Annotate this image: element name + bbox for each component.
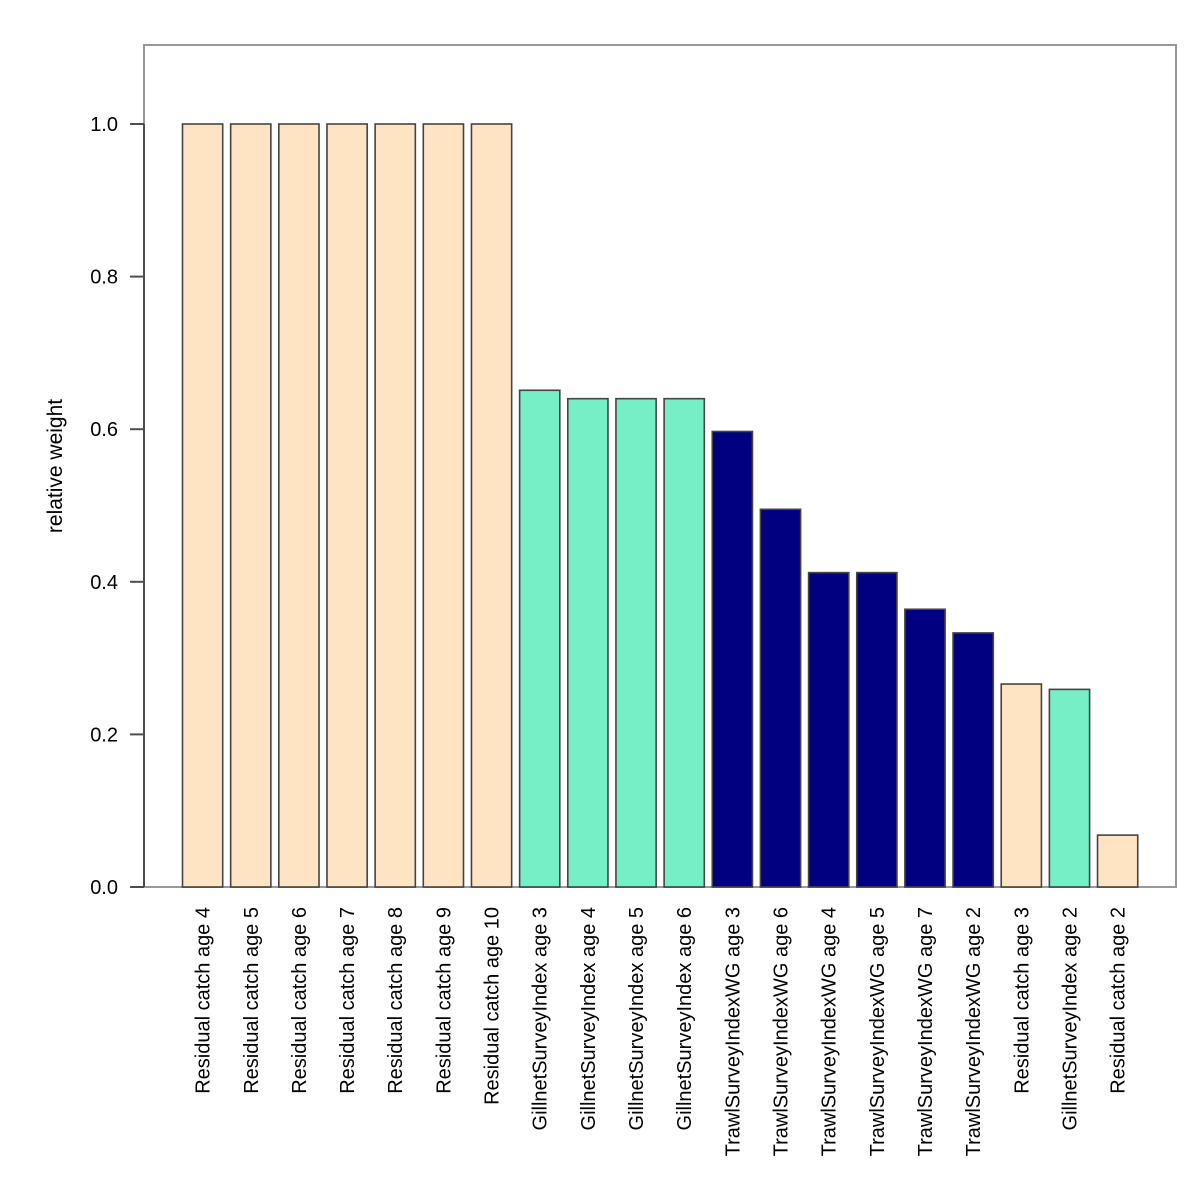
y-axis-tick-label: 1.0 xyxy=(90,114,118,136)
x-axis-label-residual-catch-age-5: Residual catch age 5 xyxy=(241,907,263,1094)
bar-trawlsurveyindexwg-age-2 xyxy=(952,632,995,888)
bar-gillnetsurveyindex-age-2 xyxy=(1048,688,1091,888)
x-axis-label-gillnetsurveyindex-age-4: GillnetSurveyIndex age 4 xyxy=(578,907,600,1130)
x-axis-label-residual-catch-age-4: Residual catch age 4 xyxy=(193,907,215,1094)
bar-trawlsurveyindexwg-age-5 xyxy=(855,571,898,888)
bar-residual-catch-age-7 xyxy=(326,123,368,888)
x-axis-label-gillnetsurveyindex-age-5: GillnetSurveyIndex age 5 xyxy=(626,907,648,1130)
x-axis-label-residual-catch-age-10: Residual catch age 10 xyxy=(482,907,504,1105)
bar-gillnetsurveyindex-age-6 xyxy=(663,397,706,888)
y-axis-tick-label: 0.4 xyxy=(90,572,118,594)
bar-gillnetsurveyindex-age-4 xyxy=(566,397,609,888)
x-axis-label-trawlsurveyindexwg-age-6: TrawlSurveyIndexWG age 6 xyxy=(771,907,793,1156)
x-axis-label-trawlsurveyindexwg-age-7: TrawlSurveyIndexWG age 7 xyxy=(915,907,937,1156)
x-axis-label-trawlsurveyindexwg-age-2: TrawlSurveyIndexWG age 2 xyxy=(963,907,985,1156)
bar-residual-catch-age-2 xyxy=(1096,834,1139,888)
bar-residual-catch-age-5 xyxy=(229,123,272,888)
y-axis-tick-label: 0.6 xyxy=(90,419,118,441)
x-axis-label-residual-catch-age-9: Residual catch age 9 xyxy=(433,907,455,1094)
x-axis-label-residual-catch-age-3: Residual catch age 3 xyxy=(1011,907,1033,1094)
bar-trawlsurveyindexwg-age-3 xyxy=(711,430,754,888)
x-axis-label-residual-catch-age-2: Residual catch age 2 xyxy=(1108,907,1130,1094)
bar-trawlsurveyindexwg-age-7 xyxy=(904,608,946,888)
bar-trawlsurveyindexwg-age-6 xyxy=(759,508,802,888)
x-axis-label-residual-catch-age-6: Residual catch age 6 xyxy=(289,907,311,1094)
bar-residual-catch-age-9 xyxy=(422,123,465,888)
y-axis-tick-label: 0.0 xyxy=(90,877,118,899)
x-axis-label-gillnetsurveyindex-age-2: GillnetSurveyIndex age 2 xyxy=(1059,907,1081,1130)
bar-trawlsurveyindexwg-age-4 xyxy=(807,571,850,888)
x-axis-label-gillnetsurveyindex-age-3: GillnetSurveyIndex age 3 xyxy=(530,907,552,1130)
y-axis-title: relative weight xyxy=(44,399,67,533)
bar-residual-catch-age-3 xyxy=(1000,683,1043,888)
bar-residual-catch-age-6 xyxy=(278,123,320,888)
bar-residual-catch-age-4 xyxy=(181,123,224,888)
x-axis-label-gillnetsurveyindex-age-6: GillnetSurveyIndex age 6 xyxy=(674,907,696,1130)
x-axis-label-residual-catch-age-8: Residual catch age 8 xyxy=(385,907,407,1094)
x-axis-label-residual-catch-age-7: Residual catch age 7 xyxy=(337,907,359,1094)
x-axis-label-trawlsurveyindexwg-age-4: TrawlSurveyIndexWG age 4 xyxy=(819,907,841,1156)
bar-residual-catch-age-10 xyxy=(470,123,513,888)
bar-gillnetsurveyindex-age-5 xyxy=(615,397,657,888)
y-axis-tick-label: 0.2 xyxy=(90,724,118,746)
y-axis-tick-label: 0.8 xyxy=(90,267,118,289)
bar-gillnetsurveyindex-age-3 xyxy=(518,389,561,888)
x-axis-label-trawlsurveyindexwg-age-5: TrawlSurveyIndexWG age 5 xyxy=(867,907,889,1156)
x-axis-label-trawlsurveyindexwg-age-3: TrawlSurveyIndexWG age 3 xyxy=(722,907,744,1156)
bar-residual-catch-age-8 xyxy=(374,123,417,888)
